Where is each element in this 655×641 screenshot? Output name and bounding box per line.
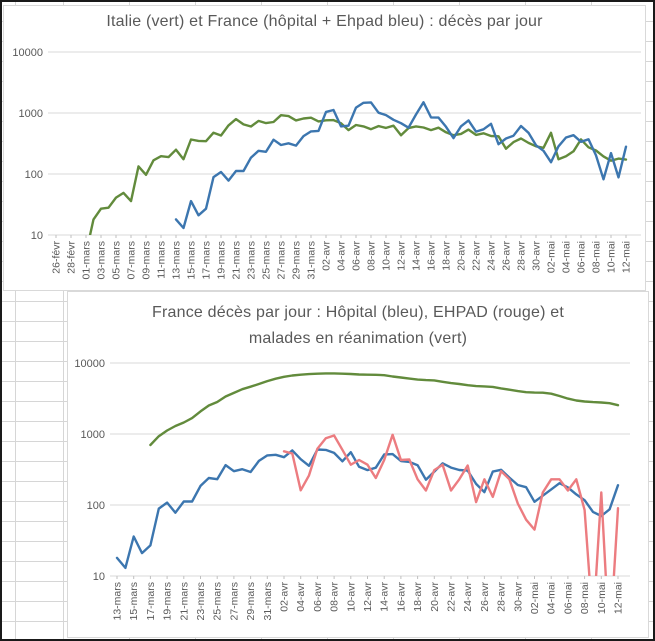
x-axis-label: 30-avr: [512, 582, 524, 612]
x-axis-label: 05-mars: [111, 241, 123, 280]
x-axis-label: 02-mai: [546, 241, 558, 273]
x-axis-label: 06-avr: [312, 582, 324, 612]
x-axis-label: 02-avr: [279, 582, 291, 612]
x-axis-label: 26-févr: [51, 241, 63, 274]
x-axis-label: 11-mars: [156, 241, 168, 279]
chart-bottom-title-line-1: France décès par jour : Hôpital (bleu), …: [152, 304, 564, 321]
x-axis-label: 17-mars: [145, 582, 157, 621]
x-axis-label: 21-mars: [231, 241, 243, 280]
x-axis-label: 15-mars: [186, 241, 198, 280]
chart-bottom-title: France décès par jour : Hôpital (bleu), …: [68, 300, 648, 352]
x-axis-label: 04-avr: [295, 582, 307, 612]
x-axis-label: 03-mars: [96, 241, 108, 280]
x-axis-label: 12-avr: [362, 582, 374, 612]
x-axis-label: 14-avr: [411, 241, 423, 271]
x-axis-label: 24-avr: [486, 241, 498, 271]
x-axis-label: 26-avr: [501, 241, 513, 271]
x-axis-label: 10-avr: [381, 241, 393, 271]
x-axis-label: 29-mars: [291, 241, 303, 280]
x-axis-label: 04-avr: [336, 241, 348, 271]
chart-france-hopital-ehpad-rea[interactable]: France décès par jour : Hôpital (bleu), …: [67, 291, 649, 638]
x-axis-label: 27-mars: [276, 241, 288, 280]
series-italie: [88, 114, 628, 235]
chart-top-plot-area: 10 100 1000 10000 26-févr 28-févr 01-mars 03-ma…: [12, 47, 641, 280]
x-axis-label: 08-avr: [329, 582, 341, 612]
y-axis-label-100: 100: [87, 500, 105, 512]
y-axis-label-10000: 10000: [74, 358, 105, 370]
series-france-h-pital-ehpad-: [174, 101, 628, 230]
x-axis-label: 19-mars: [162, 582, 174, 621]
x-axis-label: 25-mars: [212, 582, 224, 621]
x-axis-label: 26-avr: [479, 582, 491, 612]
chart-top-title: Italie (vert) et France (hôpital + Ehpad…: [106, 13, 543, 30]
series-malades-en-r-animation: [149, 372, 620, 447]
y-axis-label-10000: 10000: [12, 47, 43, 59]
x-axis-label: 18-avr: [441, 241, 453, 271]
y-axis-label-10: 10: [93, 571, 105, 583]
x-axis-label: 28-avr: [516, 241, 528, 271]
x-axis-label: 08-mai: [591, 241, 603, 273]
x-axis-label: 06-mai: [576, 241, 588, 273]
series-h-pital: [115, 448, 620, 570]
x-axis-label: 12-mai: [613, 582, 625, 614]
x-axis-label: 14-avr: [379, 582, 391, 612]
y-axis-label-100: 100: [25, 169, 43, 181]
x-axis-label: 09-mars: [141, 241, 153, 280]
x-axis-label: 07-mars: [126, 241, 138, 280]
x-axis-label: 12-avr: [396, 241, 408, 271]
x-axis-label: 19-mars: [216, 241, 228, 280]
x-axis-label: 10-mai: [606, 241, 618, 273]
chart-bottom-title-line-2: malades en réanimation (vert): [248, 330, 468, 347]
x-axis-label: 01-mars: [81, 241, 93, 280]
x-axis-label: 20-avr: [429, 582, 441, 612]
x-axis-label: 22-avr: [446, 582, 458, 612]
x-axis-label: 29-mars: [245, 582, 257, 621]
x-axis-label: 31-mars: [306, 241, 318, 280]
x-axis-label: 15-mars: [128, 582, 140, 621]
x-axis-label: 12-mai: [621, 241, 633, 273]
y-axis-label-1000: 1000: [19, 108, 43, 120]
x-axis-label: 13-mars: [112, 582, 124, 621]
x-axis-label: 08-avr: [366, 241, 378, 271]
x-axis-label: 27-mars: [228, 582, 240, 621]
x-axis-label: 21-mars: [178, 582, 190, 621]
x-axis-label: 16-avr: [426, 241, 438, 271]
x-axis-label: 10-avr: [345, 582, 357, 612]
x-axis-label: 31-mars: [262, 582, 274, 621]
chart-italie-france-deces[interactable]: Italie (vert) et France (hôpital + Ehpad…: [3, 5, 646, 291]
x-axis-label: 23-mars: [246, 241, 258, 280]
chart-bottom-plot-area: 10 100 1000 10000 13-mars 15-mars 17-mars 19-ma…: [74, 358, 630, 621]
y-axis-label-1000: 1000: [81, 429, 105, 441]
x-axis-label: 04-mai: [546, 582, 558, 614]
x-axis-label: 30-avr: [531, 241, 543, 271]
x-axis-label: 25-mars: [261, 241, 273, 280]
x-axis-label: 06-mai: [562, 582, 574, 614]
y-axis-label-10: 10: [31, 230, 43, 242]
x-axis-label: 22-avr: [471, 241, 483, 271]
x-axis-label: 17-mars: [201, 241, 213, 280]
x-axis-label: 06-avr: [351, 241, 363, 271]
x-axis-label: 10-mai: [596, 582, 608, 614]
x-axis-label: 08-mai: [579, 582, 591, 614]
x-axis-label: 20-avr: [456, 241, 468, 271]
x-axis-label: 16-avr: [395, 582, 407, 612]
x-axis-label: 23-mars: [195, 582, 207, 621]
x-axis-label: 18-avr: [412, 582, 424, 612]
series-ehpad: [282, 433, 620, 576]
x-axis-label: 02-mai: [529, 582, 541, 614]
x-axis-label: 02-avr: [321, 241, 333, 271]
x-axis-label: 13-mars: [171, 241, 183, 280]
x-axis-label: 28-févr: [66, 241, 78, 274]
x-axis-label: 28-avr: [496, 582, 508, 612]
x-axis-label: 04-mai: [561, 241, 573, 273]
x-axis-label: 24-avr: [462, 582, 474, 612]
